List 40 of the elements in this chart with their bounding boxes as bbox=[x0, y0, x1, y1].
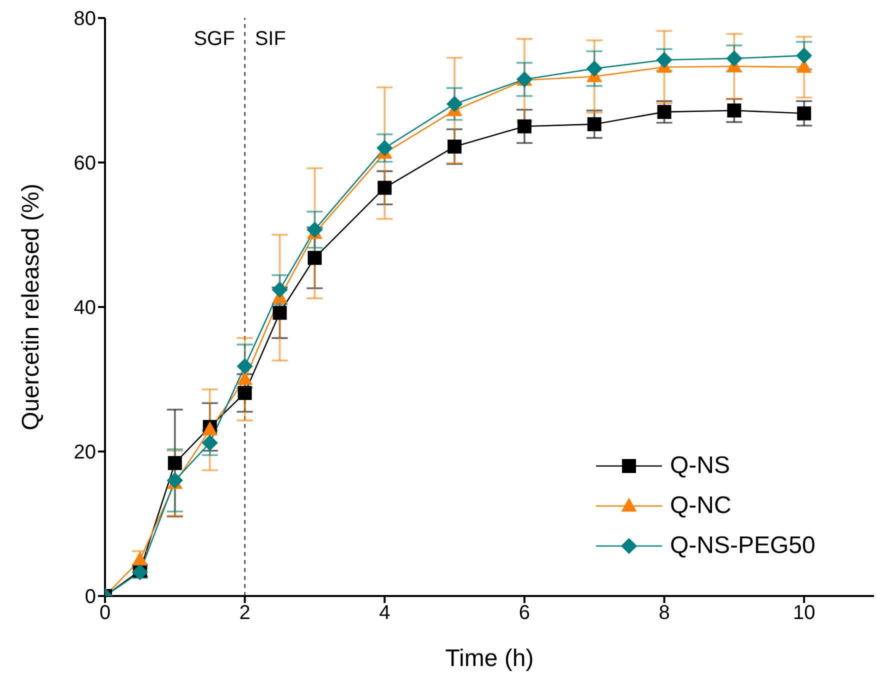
x-tick-label: 0 bbox=[99, 602, 111, 624]
x-axis-title: Time (h) bbox=[445, 645, 534, 672]
legend-label: Q-NC bbox=[670, 492, 732, 520]
point bbox=[168, 456, 182, 470]
point bbox=[272, 306, 287, 320]
y-tick-label: 80 bbox=[74, 8, 96, 30]
x-tick-label: 8 bbox=[658, 602, 670, 624]
y-tick-label: 60 bbox=[74, 152, 96, 175]
y-tick-label: 0 bbox=[84, 586, 96, 608]
y-tick-label: 40 bbox=[74, 297, 96, 320]
point bbox=[238, 386, 252, 400]
point bbox=[587, 117, 602, 132]
x-tick-label: 6 bbox=[518, 602, 530, 624]
point bbox=[306, 222, 323, 238]
point bbox=[202, 434, 218, 451]
point bbox=[236, 358, 253, 374]
point bbox=[727, 103, 742, 118]
point bbox=[656, 52, 672, 68]
annotation: SIF bbox=[254, 28, 287, 51]
point bbox=[132, 551, 148, 566]
point bbox=[378, 180, 392, 195]
point bbox=[448, 140, 462, 154]
point bbox=[796, 48, 812, 64]
point bbox=[376, 140, 393, 156]
point bbox=[272, 282, 288, 298]
point bbox=[726, 50, 742, 67]
y-axis-title: Quercetin released (%) bbox=[18, 184, 45, 430]
legend-label: Q-NS bbox=[670, 452, 730, 480]
legend-label: Q-NS-PEG50 bbox=[670, 532, 816, 560]
point bbox=[657, 104, 672, 119]
x-tick-label: 4 bbox=[379, 602, 390, 624]
x-tick-label: 2 bbox=[239, 602, 250, 624]
point bbox=[517, 119, 532, 134]
x-tick-label: 10 bbox=[792, 602, 816, 624]
point bbox=[586, 60, 602, 77]
point bbox=[797, 106, 812, 120]
point bbox=[308, 250, 322, 265]
annotation: SGF bbox=[192, 28, 235, 51]
point bbox=[446, 96, 463, 112]
y-tick-label: 20 bbox=[74, 442, 96, 464]
